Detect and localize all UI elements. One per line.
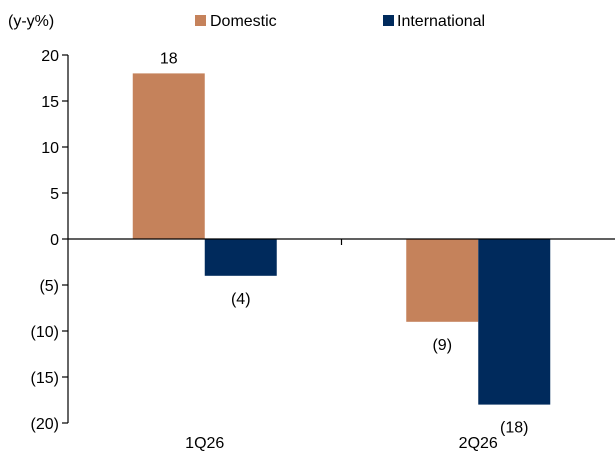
legend-label-international: International [397, 13, 485, 30]
bar-domestic-1q26 [132, 73, 205, 240]
data-label-domestic-2q26: (9) [432, 337, 452, 354]
y-tick-label: (20) [31, 416, 59, 433]
y-tick-label: 10 [41, 140, 59, 157]
y-tick-label: 0 [50, 232, 59, 249]
legend: Domestic International [195, 13, 485, 30]
x-category-label: 2Q26 [459, 435, 498, 452]
legend-item-international: International [383, 13, 485, 30]
data-label-international-1q26: (4) [231, 291, 251, 308]
legend-item-domestic: Domestic [195, 13, 277, 30]
category-labels: 1Q26 2Q26 [185, 435, 498, 452]
y-tick-label: (10) [31, 324, 59, 341]
y-tick-label: 15 [41, 94, 59, 111]
legend-swatch-international [383, 15, 394, 26]
y-tick-label: (5) [39, 278, 59, 295]
bars [132, 73, 551, 405]
bar-international-1q26 [204, 239, 277, 276]
x-axis [68, 238, 615, 245]
x-category-label: 1Q26 [185, 435, 224, 452]
bar-international-2q26 [478, 239, 551, 405]
y-tick-label: 20 [41, 48, 59, 65]
y-axis: 20 15 10 5 0 (5) (10) (15) (20) [31, 48, 69, 433]
y-tick-label: (15) [31, 370, 59, 387]
data-label-international-2q26: (18) [500, 420, 528, 437]
y-unit-label: (y-y%) [8, 13, 54, 30]
data-label-domestic-1q26: 18 [160, 50, 178, 67]
legend-swatch-domestic [195, 15, 206, 26]
y-tick-label: 5 [50, 186, 59, 203]
legend-label-domestic: Domestic [210, 13, 277, 30]
bar-domestic-2q26 [406, 239, 479, 322]
data-labels: 18 (4) (9) (18) [160, 50, 529, 436]
